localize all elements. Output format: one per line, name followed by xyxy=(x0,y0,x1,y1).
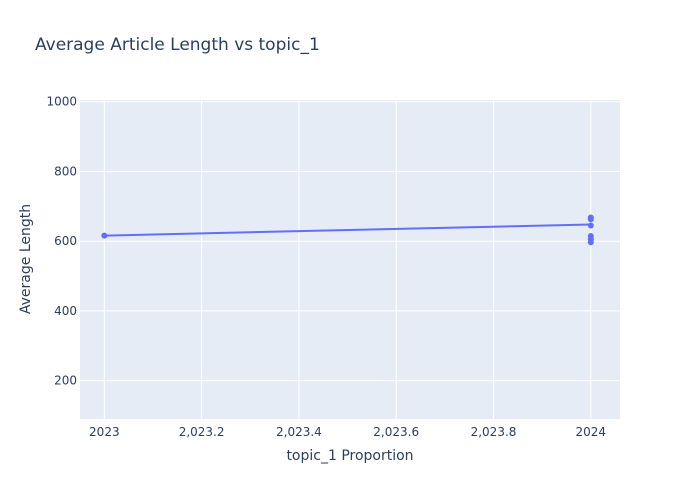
x-tick-label: 2,023.6 xyxy=(373,425,419,439)
y-tick-label: 800 xyxy=(54,164,77,178)
x-tick-label: 2023 xyxy=(89,425,120,439)
y-tick-label: 1000 xyxy=(46,95,77,109)
data-point xyxy=(587,239,594,246)
y-tick-label: 600 xyxy=(54,234,77,248)
x-tick-label: 2,023.8 xyxy=(471,425,517,439)
y-tick-label: 400 xyxy=(54,304,77,318)
gridlines xyxy=(80,100,620,419)
x-tick-label: 2,023.4 xyxy=(276,425,322,439)
x-axis-title: topic_1 Proportion xyxy=(286,448,413,464)
y-tick-label: 200 xyxy=(54,374,77,388)
y-axis-title: Average Length xyxy=(18,204,34,314)
x-tick-label: 2,023.2 xyxy=(179,425,225,439)
data-point xyxy=(101,232,108,239)
series-layer xyxy=(101,214,594,246)
x-tick-label: 2024 xyxy=(576,425,607,439)
chart-title: Average Article Length vs topic_1 xyxy=(35,35,320,55)
data-point xyxy=(587,222,594,229)
plot-area xyxy=(80,100,620,419)
data-point xyxy=(587,216,594,223)
trend-line xyxy=(104,223,591,237)
tick-labels: 2023 2,023.2 2,023.4 2,023.6 2,023.8 2024 200 4… xyxy=(46,95,606,439)
